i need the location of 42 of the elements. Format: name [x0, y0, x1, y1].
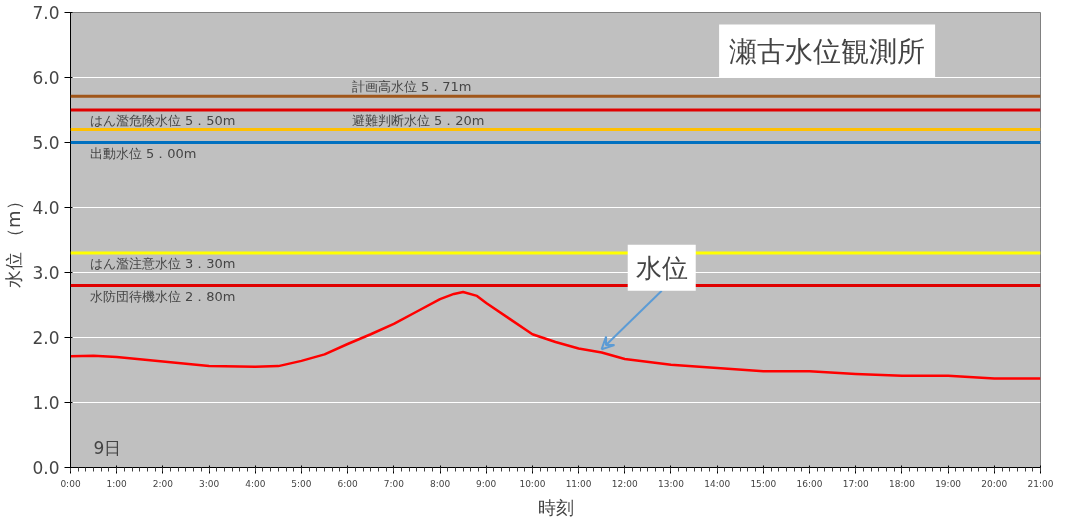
- x-tick-label: 19:00: [935, 478, 962, 489]
- x-tick-label: 2:00: [152, 478, 174, 489]
- x-tick-label: 9:00: [476, 478, 497, 489]
- text: 水位: [635, 252, 688, 283]
- x-tick-label: 8:00: [429, 478, 451, 489]
- x-tick-label: 13:00: [658, 478, 685, 489]
- y-tick-label: 2.0: [32, 328, 60, 348]
- x-tick-label: 3:00: [198, 478, 220, 489]
- x-tick-label: 21:00: [1027, 478, 1054, 489]
- x-tick-label: 1:00: [106, 478, 128, 489]
- x-tick-label: 20:00: [981, 478, 1008, 489]
- y-tick-label: 7.0: [32, 3, 60, 23]
- ref-line-label: 計画高水位 5．71m: [351, 79, 472, 95]
- x-tick-label: 12:00: [611, 478, 639, 489]
- x-tick-label: 17:00: [842, 478, 869, 489]
- x-tick-label: 14:00: [704, 478, 731, 489]
- text: 瀬古水位観測所: [729, 34, 926, 68]
- y-tick-label: 4.0: [32, 198, 60, 218]
- x-tick-label: 11:00: [565, 478, 592, 489]
- ref-line-label: 水防団待機水位 2．80m: [89, 288, 236, 304]
- line-series: [70, 290, 1041, 380]
- x-tick-label: 5:00: [291, 478, 312, 489]
- x-tick-label: 6:00: [337, 478, 359, 489]
- ref-line-label: 避難判断水位 5．20m: [351, 112, 485, 128]
- x-tick-label: 7:00: [383, 478, 405, 489]
- ref-line-label: はん濫注意水位 3．30m: [89, 256, 236, 271]
- y-tick-label: 1.0: [32, 393, 60, 413]
- x-tick-label: 4:00: [245, 478, 266, 489]
- x-tick-label: 16:00: [796, 478, 823, 489]
- x-tick-label: 10:00: [519, 478, 546, 489]
- annotation: 9日: [93, 437, 122, 458]
- x-tick-label: 18:00: [888, 478, 916, 489]
- x-tick-label: 15:00: [750, 478, 777, 489]
- y-axis-title: 水位 （m）: [3, 192, 25, 288]
- y-tick-label: 5.0: [32, 133, 60, 153]
- y-tick-label: 6.0: [32, 68, 60, 88]
- ref-line-label: はん濫危険水位 5．50m: [89, 113, 236, 128]
- ref-line-label: 出動水位 5．00m: [89, 145, 197, 161]
- x-tick-label: 0:00: [60, 478, 81, 489]
- y-tick-label: 0.0: [32, 458, 60, 478]
- x-axis-title: 時刻: [537, 496, 574, 518]
- y-tick-label: 3.0: [32, 263, 60, 283]
